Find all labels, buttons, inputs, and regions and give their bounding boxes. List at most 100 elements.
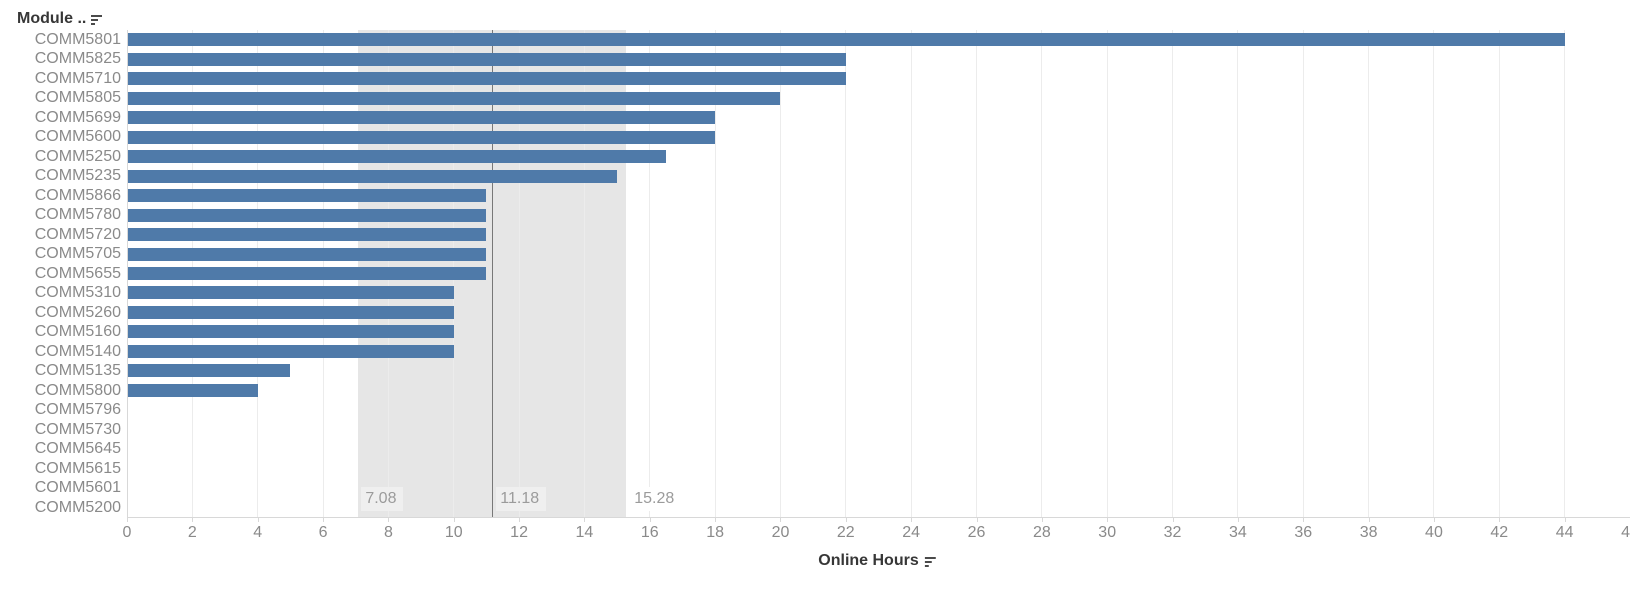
gridline [1237,30,1239,517]
x-tick-label: 40 [1425,524,1443,541]
row-label-comm5800[interactable]: COMM5800 [34,381,121,399]
sort-descending-icon[interactable] [924,556,939,568]
row-label-comm5730[interactable]: COMM5730 [34,420,121,438]
x-tick-mark [453,517,455,522]
row-label-comm5699[interactable]: COMM5699 [34,108,121,126]
row-label-comm5140[interactable]: COMM5140 [34,342,121,360]
row-label-comm5705[interactable]: COMM5705 [34,245,121,263]
bar-comm5801[interactable] [127,33,1565,47]
x-tick-mark [1433,517,1435,522]
row-label-comm5310[interactable]: COMM5310 [34,284,121,302]
x-tick-mark [649,517,651,522]
row-label-comm5710[interactable]: COMM5710 [34,69,121,87]
row-label-comm5866[interactable]: COMM5866 [34,186,121,204]
gridline [976,30,978,517]
row-label-comm5600[interactable]: COMM5600 [34,128,121,146]
x-tick-label: 34 [1229,524,1247,541]
bar-comm5705[interactable] [127,247,487,261]
x-tick-label: 46 [1621,524,1630,541]
column-header-label: Module .. [17,10,87,27]
bar-comm5655[interactable] [127,267,487,280]
x-tick-label: 30 [1098,524,1117,541]
bar-comm5699[interactable] [127,111,716,125]
row-label-comm5805[interactable]: COMM5805 [34,89,121,107]
bar-comm5866[interactable] [127,189,487,203]
gridline [845,30,847,517]
x-tick-label: 18 [706,524,725,541]
row-label-comm5825[interactable]: COMM5825 [34,50,121,68]
bar-comm5805[interactable] [127,91,781,105]
gridline [1041,30,1043,517]
bar-comm5310[interactable] [127,286,454,300]
row-label-comm5260[interactable]: COMM5260 [34,303,121,321]
x-tick-mark [127,517,128,522]
x-tick-mark [584,517,586,522]
bar-comm5250[interactable] [127,150,667,164]
bar-comm5135[interactable] [127,364,291,378]
row-label-comm5601[interactable]: COMM5601 [34,479,121,497]
x-tick-mark [323,517,325,522]
x-tick-mark [257,517,259,522]
x-tick-mark [845,517,847,522]
bar-comm5600[interactable] [127,130,716,144]
bar-comm5160[interactable] [127,325,454,339]
x-tick-label: 12 [510,524,528,541]
gridline [518,30,520,517]
x-tick-label: 0 [122,524,132,541]
sort-descending-icon[interactable] [91,14,105,26]
gridline [779,30,781,517]
bar-comm5780[interactable] [127,208,487,222]
row-label-comm5135[interactable]: COMM5135 [34,362,121,380]
row-label-comm5720[interactable]: COMM5720 [34,225,121,243]
row-label-comm5615[interactable]: COMM5615 [34,459,121,477]
bar-comm5710[interactable] [127,72,846,86]
bar-comm5800[interactable] [127,383,258,397]
bar-comm5720[interactable] [127,228,487,242]
row-label-comm5160[interactable]: COMM5160 [34,323,121,341]
bar-comm5235[interactable] [127,169,618,183]
x-tick-label: 42 [1490,524,1509,541]
plot-area: 7.08 11.18 15.28 [127,30,1630,517]
row-label-comm5250[interactable]: COMM5250 [34,147,121,165]
x-tick-label: 44 [1555,524,1574,541]
band-start-label: 7.08 [361,487,404,511]
x-tick-mark [1499,517,1501,522]
x-tick-mark [192,517,194,522]
x-tick-label: 38 [1359,524,1378,541]
bar-comm5825[interactable] [127,52,846,66]
x-axis-line [127,517,1630,518]
x-tick-label: 8 [383,524,393,541]
gridline [649,30,651,517]
row-label-comm5655[interactable]: COMM5655 [34,264,121,282]
x-tick-label: 6 [318,524,328,541]
gridline [1302,30,1304,517]
gridline [1433,30,1435,517]
x-axis-title[interactable]: Online Hours [818,552,938,570]
row-label-comm5796[interactable]: COMM5796 [34,401,121,419]
bar-comm5140[interactable] [127,344,454,358]
row-label-comm5801[interactable]: COMM5801 [34,31,121,48]
x-tick-label: 22 [836,524,855,541]
x-tick-label: 26 [967,524,986,541]
x-tick-label: 36 [1294,524,1313,541]
x-axis-title-label: Online Hours [818,552,919,569]
x-tick-mark [1303,517,1305,522]
reference-line-average [492,30,494,517]
row-label-comm5780[interactable]: COMM5780 [34,206,121,224]
x-tick-mark [519,517,521,522]
row-label-comm5645[interactable]: COMM5645 [34,440,121,458]
row-label-comm5235[interactable]: COMM5235 [34,167,121,185]
x-tick-label: 16 [640,524,659,541]
column-header-module[interactable]: Module .. [17,10,105,28]
gridline [583,30,585,517]
band-end-label: 15.28 [630,487,682,511]
x-tick-label: 32 [1163,524,1182,541]
row-label-comm5200[interactable]: COMM5200 [34,498,121,516]
x-tick-mark [1107,517,1109,522]
gridline [1564,30,1566,517]
y-axis-line [127,30,128,517]
gridline [1106,30,1108,517]
x-tick-mark [976,517,978,522]
bar-comm5260[interactable] [127,305,454,319]
